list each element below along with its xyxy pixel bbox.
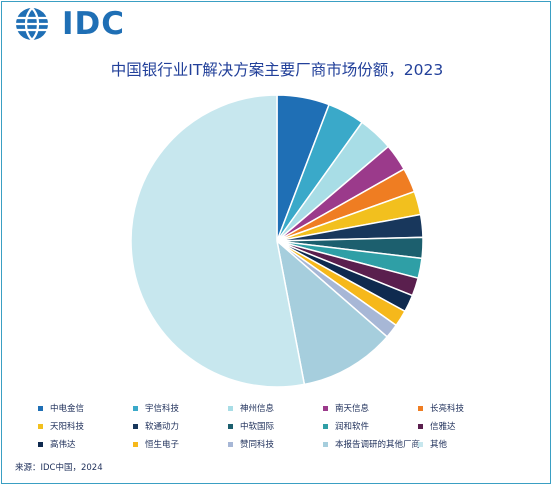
globe-icon (16, 7, 48, 41)
legend-label: 中软国际 (240, 422, 275, 432)
pie-slice-15 (130, 94, 306, 388)
logo-text: IDC (62, 6, 126, 42)
legend-item: 其他 (418, 438, 518, 450)
legend-item: 恒生电子 (133, 438, 228, 450)
source-note: 来源：IDC中国，2024 (15, 463, 103, 473)
legend-label: 宇信科技 (145, 404, 180, 414)
legend-label: 赞同科技 (240, 440, 275, 450)
legend-item: 天阳科技 (38, 420, 133, 432)
legend-item: 信雅达 (418, 420, 518, 432)
legend-swatch (323, 441, 328, 447)
legend-swatch (418, 423, 423, 429)
idc-logo: IDC (14, 6, 124, 42)
legend-item: 本报告调研的其他厂商 (323, 438, 421, 450)
legend-swatch (38, 423, 43, 429)
legend-label: 恒生电子 (145, 440, 180, 450)
legend-label: 信雅达 (430, 422, 456, 432)
chart-legend: 中电金信 宇信科技 神州信息 南天信息 长亮科技天阳科技 软通动力 中软国际 润和软件 信雅达高… (38, 402, 518, 450)
legend-swatch (418, 441, 423, 447)
legend-item: 润和软件 (323, 420, 418, 432)
legend-label: 中电金信 (50, 404, 85, 414)
legend-label: 其他 (430, 440, 448, 450)
legend-swatch (38, 405, 43, 411)
legend-swatch (228, 441, 233, 447)
legend-label: 润和软件 (335, 422, 370, 432)
legend-swatch (133, 405, 138, 411)
legend-item: 中电金信 (38, 402, 133, 414)
legend-item: 长亮科技 (418, 402, 518, 414)
legend-swatch (133, 441, 138, 447)
pie-slice-14 (275, 239, 389, 386)
legend-label: 本报告调研的其他厂商 (335, 440, 421, 450)
legend-item: 中软国际 (228, 420, 323, 432)
legend-item: 神州信息 (228, 402, 323, 414)
legend-swatch (323, 423, 328, 429)
legend-item: 软通动力 (133, 420, 228, 432)
legend-swatch (418, 405, 423, 411)
legend-swatch (323, 405, 328, 411)
legend-item: 宇信科技 (133, 402, 228, 414)
legend-label: 南天信息 (335, 404, 370, 414)
legend-swatch (133, 423, 138, 429)
chart-title: 中国银行业IT解决方案主要厂商市场份额，2023 (110, 61, 444, 79)
legend-item: 赞同科技 (228, 438, 323, 450)
legend-label: 神州信息 (240, 404, 275, 414)
legend-item: 高伟达 (38, 438, 133, 450)
legend-label: 软通动力 (145, 422, 180, 432)
pie-chart (130, 94, 424, 388)
legend-label: 长亮科技 (430, 404, 465, 414)
legend-swatch (38, 441, 43, 447)
legend-swatch (228, 423, 233, 429)
legend-label: 天阳科技 (50, 422, 85, 432)
legend-swatch (228, 405, 233, 411)
legend-item: 南天信息 (323, 402, 418, 414)
legend-label: 高伟达 (50, 440, 76, 450)
